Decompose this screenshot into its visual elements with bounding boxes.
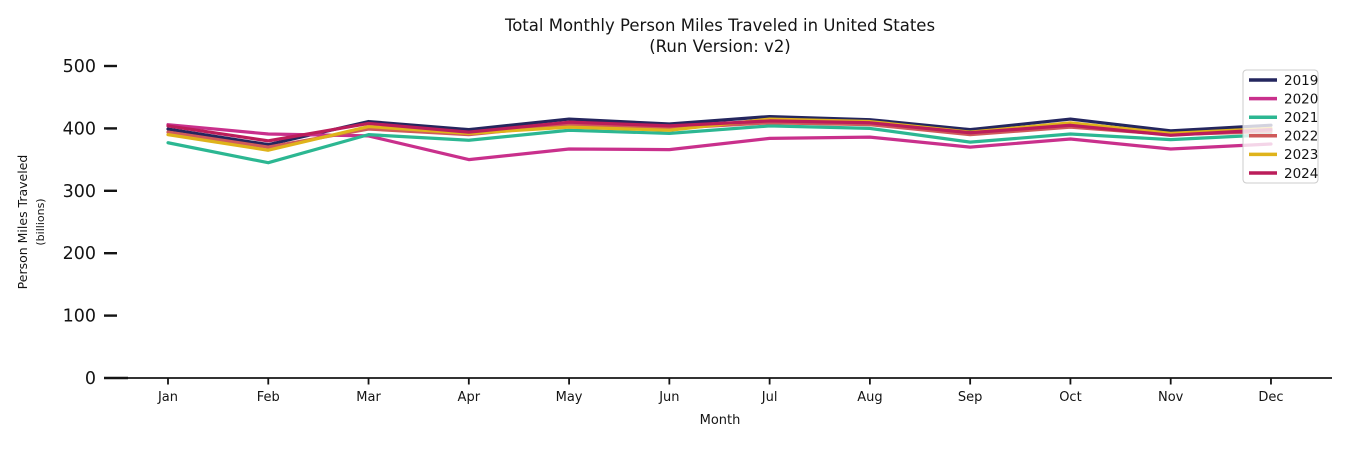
y-tick-label: 300 — [63, 182, 96, 202]
x-tick-label: Apr — [458, 390, 481, 405]
chart-dynamic-layer: 0 100 200 300 400 500 Jan Feb Mar Apr May Jun Jul Aug… — [63, 57, 1319, 405]
x-tick-label: Nov — [1158, 390, 1184, 405]
y-axis-sublabel: (billions) — [34, 198, 47, 245]
series-line-2021 — [166, 124, 1273, 165]
legend-label-2021: 2021 — [1284, 110, 1318, 126]
x-tick-label: May — [556, 390, 583, 405]
x-tick-label: Oct — [1059, 390, 1081, 405]
x-tick-label: Jun — [658, 390, 679, 405]
y-axis-label: Person Miles Traveled — [15, 155, 30, 290]
legend-label-2020: 2020 — [1284, 91, 1318, 107]
x-tick-label: Jul — [761, 390, 778, 405]
x-tick-label: Jan — [157, 390, 178, 405]
y-tick-label: 100 — [63, 307, 96, 327]
legend-label-2024: 2024 — [1284, 166, 1318, 182]
x-tick-label: Sep — [958, 390, 983, 405]
legend-label-2023: 2023 — [1284, 147, 1318, 163]
y-tick-label: 0 — [85, 369, 96, 389]
x-tick-label: Aug — [857, 390, 882, 405]
y-tick-label: 400 — [63, 119, 96, 139]
chart-title: Total Monthly Person Miles Traveled in U… — [504, 16, 935, 35]
chart-subtitle: (Run Version: v2) — [649, 37, 791, 56]
x-tick-label: Feb — [257, 390, 280, 405]
legend-label-2019: 2019 — [1284, 73, 1318, 89]
y-tick-label: 500 — [63, 57, 96, 77]
legend-label-2022: 2022 — [1284, 129, 1318, 145]
series-line-2024 — [166, 119, 1273, 143]
x-axis-label: Month — [700, 413, 741, 428]
series-line-2020 — [166, 123, 1273, 162]
y-tick-label: 200 — [63, 244, 96, 264]
x-tick-label: Dec — [1258, 390, 1283, 405]
x-tick-label: Mar — [356, 390, 381, 405]
